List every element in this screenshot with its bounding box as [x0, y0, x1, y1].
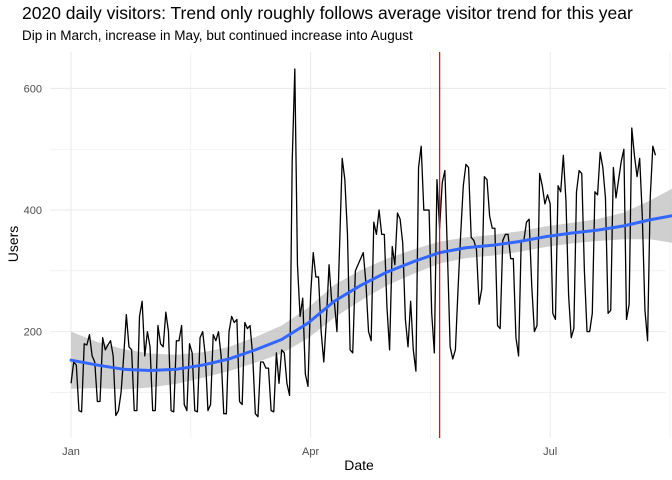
chart-subtitle: Dip in March, increase in May, but conti…	[22, 28, 413, 43]
y-tick-labels: 200 400 600	[24, 83, 42, 338]
confidence-band-layer	[71, 188, 672, 390]
grid-layer	[50, 52, 671, 438]
trend-line	[69, 214, 672, 373]
x-tick-labels: Jan Apr Jul	[62, 446, 557, 458]
x-tick-label: Jul	[543, 446, 557, 458]
y-axis-label: Users	[5, 226, 21, 263]
chart-title: 2020 daily visitors: Trend only roughly …	[22, 3, 633, 23]
trend-layer	[69, 214, 672, 373]
series-layer	[70, 68, 657, 418]
x-tick-label: Jan	[62, 446, 80, 458]
x-tick-label: Apr	[302, 446, 319, 458]
y-tick-label: 600	[24, 83, 42, 95]
daily-visitors-line	[70, 68, 657, 418]
x-axis-label: Date	[344, 457, 374, 473]
y-tick-label: 400	[24, 205, 42, 217]
confidence-band	[71, 188, 672, 390]
y-tick-label: 200	[24, 327, 42, 339]
